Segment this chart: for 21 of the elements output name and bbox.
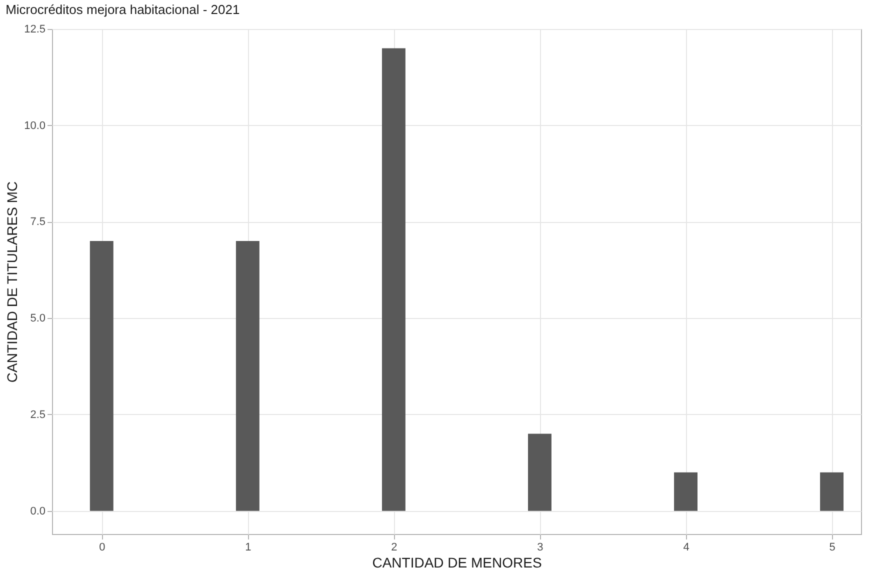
- y-tick-label: 0.0: [30, 505, 46, 518]
- bar: [382, 48, 406, 511]
- x-tick-label: 1: [245, 542, 252, 554]
- x-tick-label: 5: [829, 542, 836, 554]
- y-tick-label: 7.5: [30, 216, 46, 228]
- y-tick-label: 12.5: [24, 24, 46, 36]
- y-tick-label: 2.5: [30, 408, 46, 421]
- x-tick-label: 3: [537, 542, 544, 554]
- y-tick-label: 10.0: [24, 120, 46, 132]
- y-tick-label: 5.0: [30, 312, 46, 325]
- x-axis-title: CANTIDAD DE MENORES: [372, 554, 542, 570]
- bar: [528, 434, 552, 511]
- bar: [674, 472, 698, 511]
- bar: [90, 241, 114, 511]
- x-tick-label: 4: [683, 542, 690, 554]
- y-axis-title: CANTIDAD DE TITULARES MC: [4, 181, 20, 383]
- x-tick-label: 0: [99, 542, 106, 554]
- bar: [820, 472, 844, 511]
- x-tick-label: 2: [391, 542, 398, 554]
- bar: [236, 241, 260, 511]
- chart-title: Microcréditos mejora habitacional - 2021: [6, 2, 240, 17]
